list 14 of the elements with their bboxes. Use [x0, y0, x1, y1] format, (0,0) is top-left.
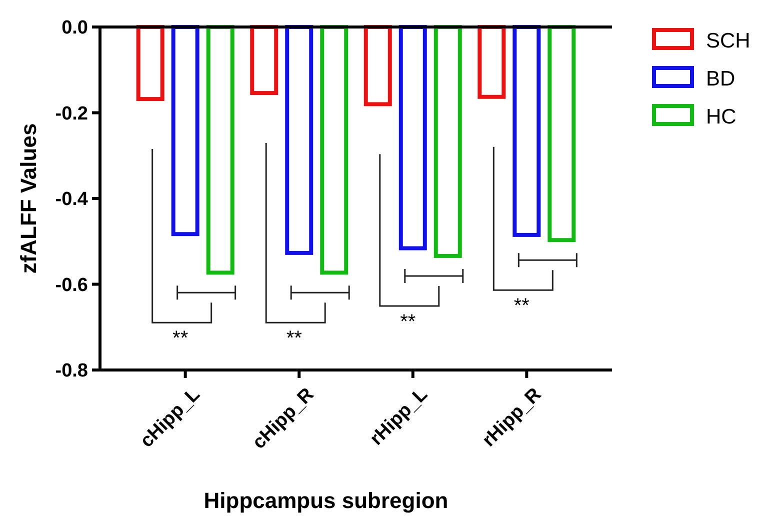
legend-label: SCH [706, 29, 750, 52]
annotation: ** [514, 295, 530, 318]
y-tick-label: -0.4 [55, 189, 88, 210]
y-tick-label: -0.2 [55, 103, 88, 124]
annotation: ** [172, 328, 188, 350]
legend-label: BD [706, 67, 736, 90]
y-axis-title: zfALFF Values [16, 123, 41, 274]
annotation: ** [286, 328, 302, 350]
y-tick-label: -0.8 [55, 360, 88, 382]
annotation: ** [400, 310, 416, 333]
x-axis-title: Hippcampus subregion [204, 488, 448, 513]
y-tick-label: 0.0 [62, 18, 88, 39]
legend-label: HC [706, 105, 736, 128]
y-tick-label: -0.6 [55, 274, 88, 296]
